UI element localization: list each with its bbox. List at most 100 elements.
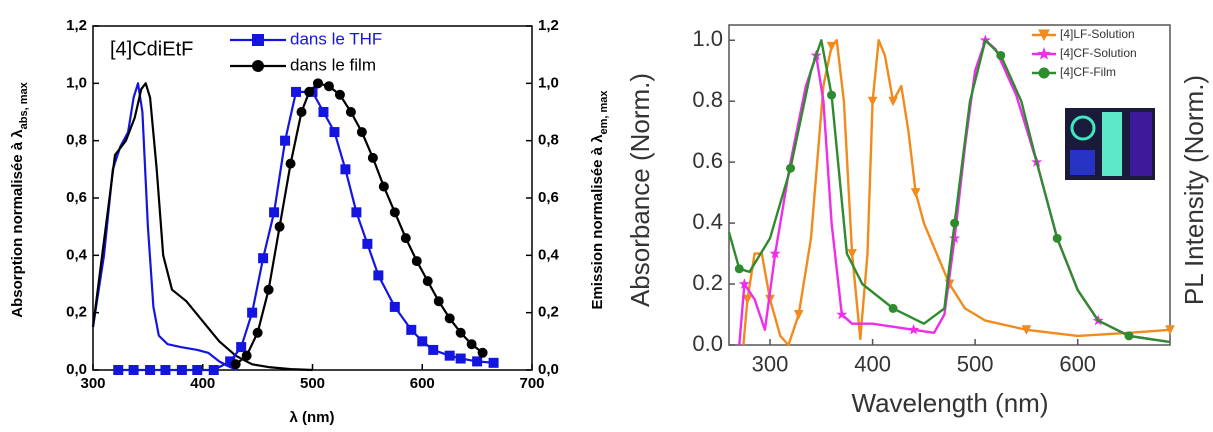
x-tick-label: 400 (854, 352, 891, 377)
marker (1124, 331, 1134, 341)
marker (422, 276, 433, 287)
legend-marker (1038, 29, 1050, 42)
y-tick-label: 0,6 (66, 189, 87, 206)
y2-axis-label: Emission normalisée à λem, max (589, 90, 610, 310)
marker (428, 344, 439, 355)
marker (113, 365, 124, 375)
marker (345, 107, 356, 117)
marker (786, 163, 796, 173)
marker (230, 359, 241, 370)
marker (455, 353, 466, 364)
marker (406, 324, 417, 335)
y-tick-label: 0.4 (692, 209, 723, 234)
marker (734, 264, 744, 274)
marker (948, 232, 961, 244)
marker (769, 247, 781, 259)
y2-tick-label: 0,0 (538, 361, 559, 378)
x-tick-label: 600 (410, 375, 435, 392)
legend-marker (252, 60, 264, 72)
y2-tick-label: 0,4 (538, 246, 560, 263)
series-line (118, 90, 494, 372)
y2-axis-label: PL Intensity (Norm.) (1179, 75, 1209, 305)
y2-label-main: Emission normalisée à λ (589, 134, 606, 310)
marker (373, 270, 384, 281)
marker (291, 86, 302, 97)
y-tick-label: 0.8 (692, 87, 723, 112)
marker (1052, 233, 1062, 243)
marker (312, 78, 323, 89)
marker (329, 127, 340, 138)
marker (444, 350, 455, 361)
x-tick-label: 300 (80, 375, 105, 392)
marker (455, 327, 466, 338)
legend-label: dans le film (290, 55, 376, 74)
marker (888, 96, 898, 107)
x-tick-label: 500 (300, 375, 325, 392)
marker (247, 307, 258, 318)
y2-tick-label: 0,2 (538, 304, 559, 321)
x-tick-label: 400 (190, 375, 215, 392)
y-tick-label: 1,2 (66, 17, 87, 34)
marker (826, 41, 837, 52)
x-tick-label: 600 (1059, 352, 1096, 377)
legend-label: [4]LF-Solution (1060, 27, 1135, 41)
marker (389, 301, 400, 312)
y2-tick-label: 0,6 (538, 189, 559, 206)
marker (176, 365, 187, 375)
y2-label-sub: em, max (598, 90, 610, 135)
marker (128, 365, 139, 375)
marker (907, 323, 920, 335)
marker (160, 365, 171, 375)
y-tick-label: 0.6 (692, 148, 723, 173)
y-axis-label: Absorbance (Norm.) (625, 73, 655, 307)
marker (400, 233, 411, 244)
y-tick-label: 1,0 (66, 74, 87, 91)
y2-tick-label: 1,2 (538, 17, 559, 34)
marker (867, 96, 878, 107)
legend-label: [4]CF-Solution (1060, 46, 1137, 60)
marker (888, 303, 898, 313)
x-tick-label: 500 (957, 352, 994, 377)
series-line (91, 82, 239, 372)
series-line (727, 39, 1171, 344)
y-tick-label: 1.0 (692, 26, 723, 51)
series-line (738, 39, 1171, 346)
y2-tick-label: 0,8 (538, 132, 559, 149)
marker (996, 50, 1006, 60)
marker (836, 308, 848, 320)
annotation: [4]CdiEtF (110, 38, 193, 60)
marker (488, 357, 499, 368)
marker (477, 347, 488, 358)
marker (742, 294, 753, 305)
plot-frame (728, 24, 1171, 346)
marker (145, 365, 156, 375)
y-tick-label: 0.2 (692, 270, 723, 295)
marker (472, 356, 483, 367)
marker (258, 253, 269, 264)
inset-photo (1065, 108, 1155, 180)
legend-marker (1038, 67, 1050, 79)
marker (847, 249, 857, 259)
marker (362, 238, 373, 249)
y2-tick-label: 1,0 (538, 74, 559, 91)
marker (252, 327, 263, 338)
x-tick-label: 300 (752, 352, 789, 377)
x-tick-label: 700 (519, 375, 544, 392)
marker (389, 207, 400, 218)
x-axis-label: Wavelength (nm) (852, 388, 1049, 418)
marker (444, 313, 455, 324)
marker (433, 296, 444, 307)
marker (323, 81, 334, 92)
marker (367, 152, 378, 163)
marker (950, 218, 960, 228)
marker (827, 90, 837, 100)
marker (378, 181, 389, 192)
y-axis-label: Absorption normalisée à λabs, max (9, 81, 30, 317)
series-line (235, 82, 484, 366)
marker (466, 339, 477, 350)
marker (192, 365, 203, 375)
marker (236, 342, 247, 353)
marker (304, 86, 315, 97)
series-line (91, 82, 313, 372)
marker (318, 107, 329, 117)
